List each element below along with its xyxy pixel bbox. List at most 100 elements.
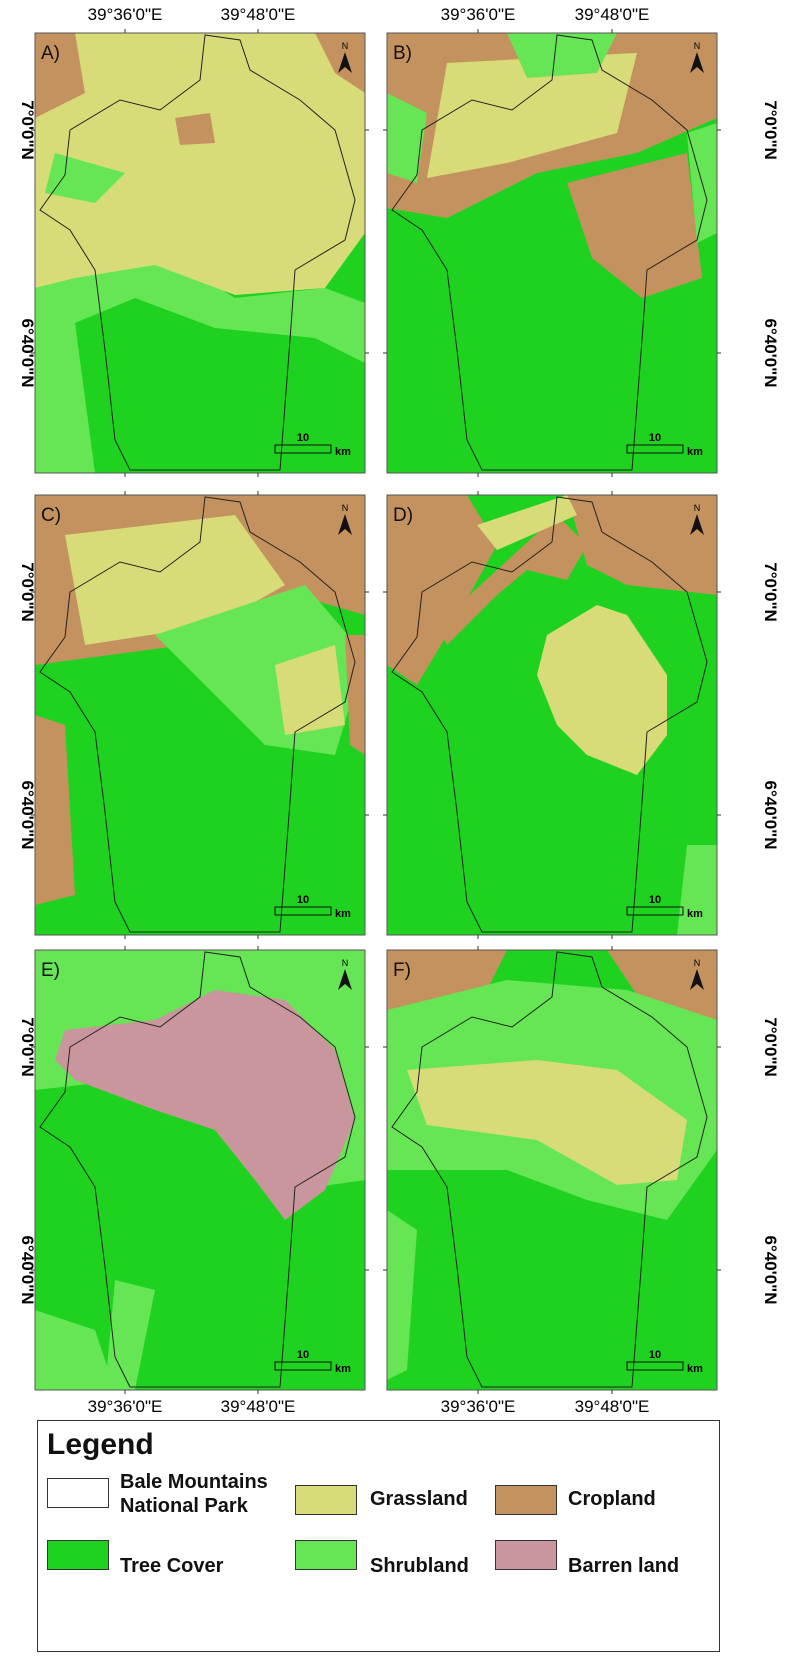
latitude-label: 6°40'0"N: [18, 319, 37, 388]
panel-label: C): [41, 505, 61, 526]
north-arrow: [338, 52, 352, 73]
longitude-label: 39°36'0"E: [88, 1397, 163, 1416]
north-label: N: [694, 41, 701, 51]
land-cover-patch: [507, 33, 617, 78]
latitude-label: 7°0'0"N: [761, 562, 780, 622]
map-panel: E) N 10 km 7°0'0"N 6°40'0"N 39°36'0"E 39°48'0"E: [18, 946, 369, 1416]
land-cover-patch: [387, 93, 427, 183]
legend-swatch: [295, 1485, 357, 1515]
scale-bar: [274, 444, 332, 454]
latitude-label: 7°0'0"N: [18, 1017, 37, 1077]
legend-label: Tree Cover: [120, 1555, 224, 1577]
park-boundary: [391, 951, 708, 1388]
latitude-label: 6°40'0"N: [761, 781, 780, 850]
longitude-label: 39°36'0"E: [441, 1397, 516, 1416]
latitude-label: 7°0'0"N: [761, 1017, 780, 1077]
panel-frame: [386, 32, 718, 474]
latitude-label: 7°0'0"N: [18, 100, 37, 160]
park-boundary: [39, 34, 356, 471]
map-panel: A) N 10 km 7°0'0"N 6°40'0"N 39°36'0"E 39°48'0"E: [18, 5, 369, 477]
park-boundary: [39, 951, 356, 1388]
land-cover-patch: [567, 495, 717, 595]
scale-label: 10: [649, 432, 661, 444]
land-cover-patch: [35, 33, 365, 295]
panel-frame: [386, 949, 718, 1391]
legend-swatch: [47, 1540, 109, 1570]
panel-frame: [34, 494, 366, 936]
north-arrow: [690, 52, 704, 73]
panel-label: B): [393, 43, 412, 64]
panel-label: D): [393, 505, 413, 526]
panel-label: F): [393, 960, 411, 981]
north-label: N: [342, 503, 349, 513]
land-cover-patch: [35, 33, 85, 118]
land-cover-patch: [567, 153, 702, 298]
panel-frame: [34, 32, 366, 474]
land-cover-patch: [45, 153, 125, 203]
park-boundary: [391, 496, 708, 933]
longitude-label: 39°48'0"E: [221, 5, 296, 24]
north-arrow: [338, 514, 352, 535]
scale-bar: [626, 444, 684, 454]
land-cover-patch: [537, 605, 667, 775]
park-boundary: [39, 496, 356, 933]
legend-swatch: [495, 1540, 557, 1570]
legend-label: Barren land: [568, 1555, 680, 1577]
latitude-label: 7°0'0"N: [761, 100, 780, 160]
north-label: N: [342, 41, 349, 51]
longitude-label: 39°48'0"E: [221, 1397, 296, 1416]
land-cover-patch: [437, 515, 587, 645]
land-cover-patch: [345, 635, 365, 755]
scale-unit: km: [687, 1363, 703, 1375]
land-cover-patch: [35, 248, 365, 473]
scale-bar: [626, 1361, 684, 1371]
panel-frame: [34, 949, 366, 1391]
land-cover-patch: [35, 715, 75, 905]
land-cover-patch: [607, 950, 717, 1020]
north-arrow: [338, 969, 352, 990]
map-panel: F) N 10 km 7°0'0"N 6°40'0"N 39°36'0"E 39°48'0"E: [383, 946, 780, 1416]
longitude-label: 39°36'0"E: [441, 5, 516, 24]
land-cover-patch: [387, 495, 497, 685]
latitude-label: 6°40'0"N: [761, 319, 780, 388]
north-label: N: [342, 958, 349, 968]
longitude-label: 39°48'0"E: [575, 5, 650, 24]
scale-bar: [274, 906, 332, 916]
legend-title: Legend: [47, 1428, 154, 1461]
land-cover-patch: [315, 33, 365, 93]
land-cover-patch: [387, 950, 507, 1010]
land-cover-patch: [677, 845, 717, 935]
legend-label: Bale Mountains National Park: [120, 1471, 268, 1517]
longitude-label: 39°36'0"E: [88, 5, 163, 24]
map-panel: C) N 10 km 7°0'0"N 6°40'0"N: [18, 491, 369, 939]
panel-label: E): [41, 960, 60, 981]
scale-unit: km: [335, 1363, 351, 1375]
legend-swatch: [495, 1485, 557, 1515]
scale-unit: km: [687, 908, 703, 920]
land-cover-patch: [477, 495, 577, 550]
map-panel: D) N 10 km 7°0'0"N 6°40'0"N: [383, 491, 780, 939]
north-label: N: [694, 958, 701, 968]
north-label: N: [694, 503, 701, 513]
land-cover-patch: [407, 1060, 687, 1185]
panel-frame: [386, 494, 718, 936]
scale-label: 10: [649, 1349, 661, 1361]
scale-bar: [274, 1361, 332, 1371]
scale-label: 10: [297, 1349, 309, 1361]
land-cover-patch: [175, 113, 215, 145]
scale-unit: km: [335, 908, 351, 920]
latitude-label: 7°0'0"N: [18, 562, 37, 622]
longitude-label: 39°48'0"E: [575, 1397, 650, 1416]
legend: [37, 1420, 720, 1652]
scale-label: 10: [297, 894, 309, 906]
scale-unit: km: [687, 446, 703, 458]
scale-bar: [626, 906, 684, 916]
legend-label: Grassland: [370, 1488, 468, 1510]
scale-label: 10: [649, 894, 661, 906]
scale-unit: km: [335, 446, 351, 458]
legend-swatch: [47, 1478, 109, 1508]
legend-swatch: [295, 1540, 357, 1570]
land-cover-patch: [55, 990, 355, 1220]
latitude-label: 6°40'0"N: [761, 1236, 780, 1305]
